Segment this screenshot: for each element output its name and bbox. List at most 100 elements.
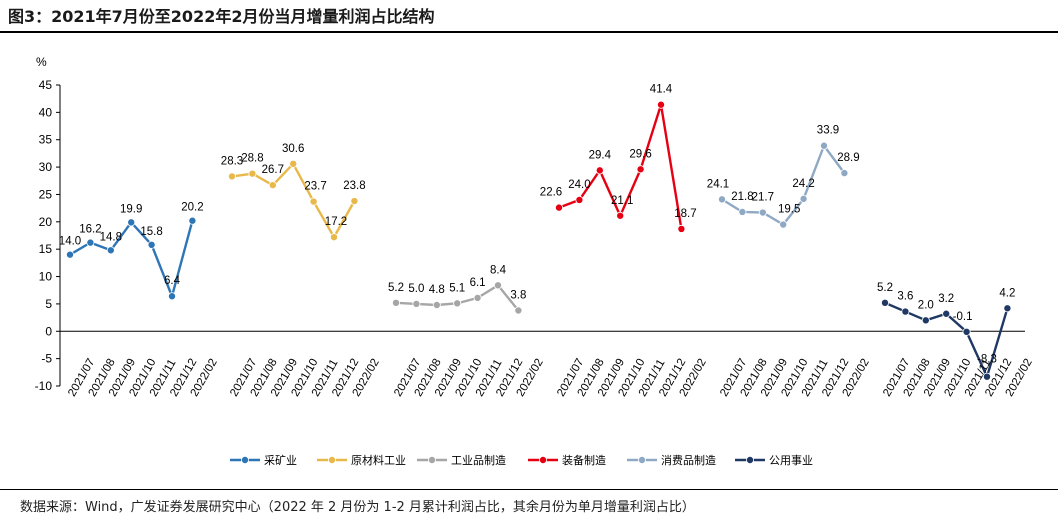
data-point <box>227 172 236 181</box>
data-label: 23.7 <box>304 181 326 193</box>
data-point <box>248 169 257 178</box>
series-6: 5.22021/073.62021/082.02021/093.22021/10… <box>877 282 1035 399</box>
legend-swatch-marker <box>240 455 249 464</box>
title-rule <box>0 31 1058 33</box>
y-tick-label: 0 <box>45 324 52 338</box>
series-layer: 14.02021/0716.22021/0814.82021/0919.9202… <box>59 84 1035 399</box>
data-point <box>555 203 564 212</box>
data-label: 28.3 <box>221 155 243 167</box>
source-rule <box>0 489 1058 490</box>
source-note: 数据来源：Wind，广发证券发展研究中心（2022 年 2 月份为 1-2 月累… <box>20 500 695 515</box>
data-point <box>493 281 502 290</box>
data-label: 28.9 <box>837 152 859 164</box>
series-2: 28.32021/0728.82021/0826.72021/0930.6202… <box>221 143 382 399</box>
chart-title: 图3：2021年7月份至2022年2月份当月增量利润占比结构 <box>8 7 435 26</box>
legend-swatch-marker <box>427 455 436 464</box>
y-axis-unit: % <box>36 55 47 69</box>
data-point <box>1003 304 1012 313</box>
data-point <box>799 194 808 203</box>
legend-item: 采矿业 <box>230 454 297 467</box>
data-point <box>881 298 890 307</box>
data-label: 23.8 <box>343 180 365 192</box>
data-label: 41.4 <box>650 84 673 96</box>
y-tick-label: 35 <box>39 133 53 147</box>
data-point <box>268 181 277 190</box>
data-label: 29.6 <box>629 148 651 160</box>
data-point <box>677 224 686 233</box>
axes: -10 -5 0 5 10 15 20 25 30 35 40 45% <box>35 55 1025 393</box>
data-label: 24.2 <box>792 178 814 190</box>
y-tick-label: 40 <box>39 105 53 119</box>
data-label: 20.2 <box>181 202 203 214</box>
legend-label: 工业品制造 <box>451 453 506 467</box>
data-label: 15.8 <box>140 226 162 238</box>
data-point <box>453 299 462 308</box>
data-point <box>942 309 951 318</box>
legend-swatch-marker <box>746 455 755 464</box>
data-point <box>309 197 318 206</box>
data-label: 3.8 <box>510 289 526 301</box>
data-label: 26.7 <box>262 164 284 176</box>
y-tick-label: 15 <box>39 242 53 256</box>
data-point <box>738 207 747 216</box>
data-point <box>616 211 625 220</box>
legend-item: 工业品制造 <box>417 453 506 467</box>
data-point <box>86 238 95 247</box>
data-point <box>329 233 338 242</box>
legend-swatch-marker <box>539 455 548 464</box>
legend-label: 消费品制造 <box>661 453 716 467</box>
data-label: 24.1 <box>707 178 729 190</box>
data-point <box>758 208 767 217</box>
legend-label: 原材料工业 <box>351 453 406 467</box>
data-label: 5.1 <box>449 282 465 294</box>
legend-label: 装备制造 <box>562 453 606 467</box>
y-tick-label: 30 <box>39 160 53 174</box>
data-point <box>147 240 156 249</box>
data-point <box>289 159 298 168</box>
data-label: 29.4 <box>589 149 612 161</box>
data-point <box>473 293 482 302</box>
legend-item: 消费品制造 <box>627 453 716 467</box>
data-point <box>779 220 788 229</box>
data-label: 4.8 <box>429 284 445 296</box>
data-point <box>983 372 992 381</box>
legend-item: 公用事业 <box>735 454 813 467</box>
y-tick-label: -10 <box>35 379 53 393</box>
data-point <box>188 216 197 225</box>
legend: 采矿业 原材料工业 工业品制造 装备制造 消费品制造 公用事业 <box>230 453 813 467</box>
data-label: 6.1 <box>470 277 486 289</box>
data-label: 3.2 <box>938 293 954 305</box>
data-point <box>350 197 359 206</box>
series-1: 14.02021/0716.22021/0814.82021/0919.9202… <box>59 202 220 399</box>
data-point <box>391 298 400 307</box>
data-label: 5.2 <box>388 282 404 294</box>
series-4: 22.62021/0724.02021/0829.42021/0921.1202… <box>540 84 709 399</box>
data-point <box>412 299 421 308</box>
y-tick-label: 45 <box>39 78 53 92</box>
series-line <box>558 103 683 230</box>
data-point <box>514 306 523 315</box>
data-label: 5.2 <box>877 282 893 294</box>
data-point <box>718 195 727 204</box>
data-point <box>636 165 645 174</box>
data-label: -8.3 <box>977 354 997 366</box>
data-point <box>432 301 441 310</box>
legend-item: 原材料工业 <box>317 453 406 467</box>
data-label: 19.5 <box>778 204 800 216</box>
data-label: 24.0 <box>568 179 590 191</box>
y-tick-label: -5 <box>41 352 52 366</box>
data-point <box>820 141 829 150</box>
data-label: 21.7 <box>752 192 774 204</box>
data-label: 2.0 <box>918 299 934 311</box>
data-label: 14.8 <box>100 231 122 243</box>
data-label: 16.2 <box>79 224 101 236</box>
data-label: -0.1 <box>953 311 973 323</box>
legend-swatch-marker <box>327 455 336 464</box>
data-point <box>66 250 75 259</box>
data-point <box>921 316 930 325</box>
data-label: 6.4 <box>164 275 181 287</box>
y-tick-label: 10 <box>39 270 53 284</box>
data-label: 3.6 <box>897 291 913 303</box>
data-label: 21.1 <box>611 195 633 207</box>
